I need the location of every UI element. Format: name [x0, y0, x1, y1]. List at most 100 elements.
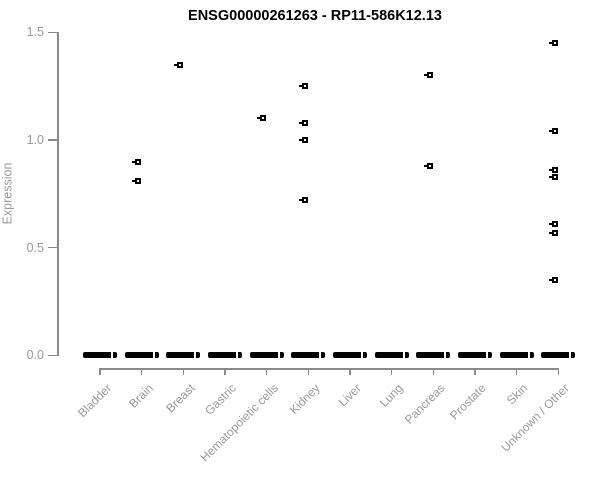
y-tick-label: 1.0: [26, 132, 44, 147]
point-square: [426, 162, 433, 169]
data-point: [298, 136, 308, 143]
x-tick: [182, 368, 185, 375]
zero-cluster-bar-notch: [569, 352, 572, 358]
point-dash: [298, 138, 302, 141]
point-square: [301, 119, 308, 126]
data-point: [548, 128, 558, 135]
y-tick: [48, 246, 58, 249]
point-dash: [298, 85, 302, 88]
zero-cluster-bar: [541, 352, 576, 358]
point-square: [551, 167, 558, 174]
data-point: [548, 229, 558, 236]
point-dash: [548, 222, 552, 225]
zero-cluster-bar-notch: [319, 352, 322, 358]
point-square: [551, 40, 558, 47]
x-tick-label: Kidney: [286, 381, 323, 417]
point-dash: [548, 175, 552, 178]
x-tick: [390, 368, 393, 375]
x-tick-label: Pancreas: [401, 381, 448, 427]
x-tick: [224, 368, 226, 375]
data-point: [298, 83, 308, 90]
zero-cluster-bar: [291, 352, 326, 358]
point-dash: [298, 199, 302, 202]
zero-cluster-bar-notch: [361, 352, 364, 358]
zero-cluster-bar: [166, 352, 201, 358]
x-tick: [140, 368, 143, 375]
zero-cluster-bar: [374, 352, 409, 358]
data-point: [423, 162, 433, 169]
zero-cluster-bar: [249, 352, 284, 358]
point-square: [176, 61, 183, 68]
x-tick-label: Breast: [162, 381, 198, 416]
point-dash: [423, 74, 427, 77]
data-point: [548, 40, 558, 47]
x-tick: [307, 368, 310, 375]
x-tick-label: Prostate: [447, 381, 489, 423]
point-square: [551, 220, 558, 227]
data-point: [132, 177, 142, 184]
x-tick-label: Liver: [335, 381, 364, 410]
x-tick: [349, 368, 351, 375]
zero-cluster-bar-notch: [277, 352, 280, 358]
point-dash: [548, 278, 552, 281]
point-dash: [548, 130, 552, 133]
y-tick: [48, 31, 58, 34]
point-dash: [548, 169, 552, 172]
x-axis-line: [99, 368, 560, 370]
point-square: [426, 72, 433, 79]
data-point: [132, 158, 142, 165]
point-square: [551, 229, 558, 236]
zero-cluster-bar-notch: [152, 352, 155, 358]
y-tick-label: 1.5: [26, 25, 44, 40]
x-tick-label: Brain: [125, 381, 156, 411]
zero-cluster-bar: [458, 352, 493, 358]
x-tick: [474, 368, 476, 375]
point-square: [301, 83, 308, 90]
zero-cluster-bar: [416, 352, 451, 358]
point-square: [135, 158, 142, 165]
data-point: [423, 72, 433, 79]
y-tick-label: 0.5: [26, 240, 44, 255]
zero-cluster-bar: [333, 352, 368, 358]
point-square: [551, 276, 558, 283]
data-point: [257, 115, 267, 122]
zero-cluster-bar-notch: [194, 352, 197, 358]
zero-cluster-bar-notch: [444, 352, 447, 358]
zero-cluster-bar-notch: [527, 352, 530, 358]
point-dash: [257, 117, 261, 120]
zero-cluster-bar: [124, 352, 159, 358]
x-tick: [432, 368, 435, 375]
data-point: [548, 220, 558, 227]
zero-cluster-bar: [208, 352, 242, 358]
point-dash: [548, 231, 552, 234]
point-dash: [548, 42, 552, 45]
zero-cluster-bar-notch: [486, 352, 489, 358]
chart-title: ENSG00000261263 - RP11-586K12.13: [188, 8, 442, 24]
data-point: [548, 276, 558, 283]
point-dash: [423, 164, 427, 167]
point-square: [301, 197, 308, 204]
data-point: [548, 173, 558, 180]
point-square: [260, 115, 267, 122]
point-dash: [173, 63, 177, 66]
x-tick: [515, 368, 518, 375]
x-tick-label: Gastric: [202, 381, 239, 418]
y-tick: [48, 354, 58, 357]
point-dash: [298, 121, 302, 124]
zero-cluster-bar-notch: [111, 352, 113, 358]
x-tick: [99, 368, 101, 375]
y-tick-label: 0.0: [26, 348, 44, 363]
point-square: [135, 177, 142, 184]
point-square: [551, 173, 558, 180]
zero-cluster-bar: [83, 352, 117, 358]
point-square: [551, 128, 558, 135]
data-point: [173, 61, 183, 68]
data-point: [298, 197, 308, 204]
x-tick-label: Hematopoietic cells: [197, 381, 281, 465]
data-point: [548, 167, 558, 174]
y-tick: [48, 139, 58, 141]
x-tick-label: Lung: [376, 381, 406, 410]
x-tick-label: Bladder: [74, 381, 114, 421]
x-tick: [265, 368, 268, 375]
